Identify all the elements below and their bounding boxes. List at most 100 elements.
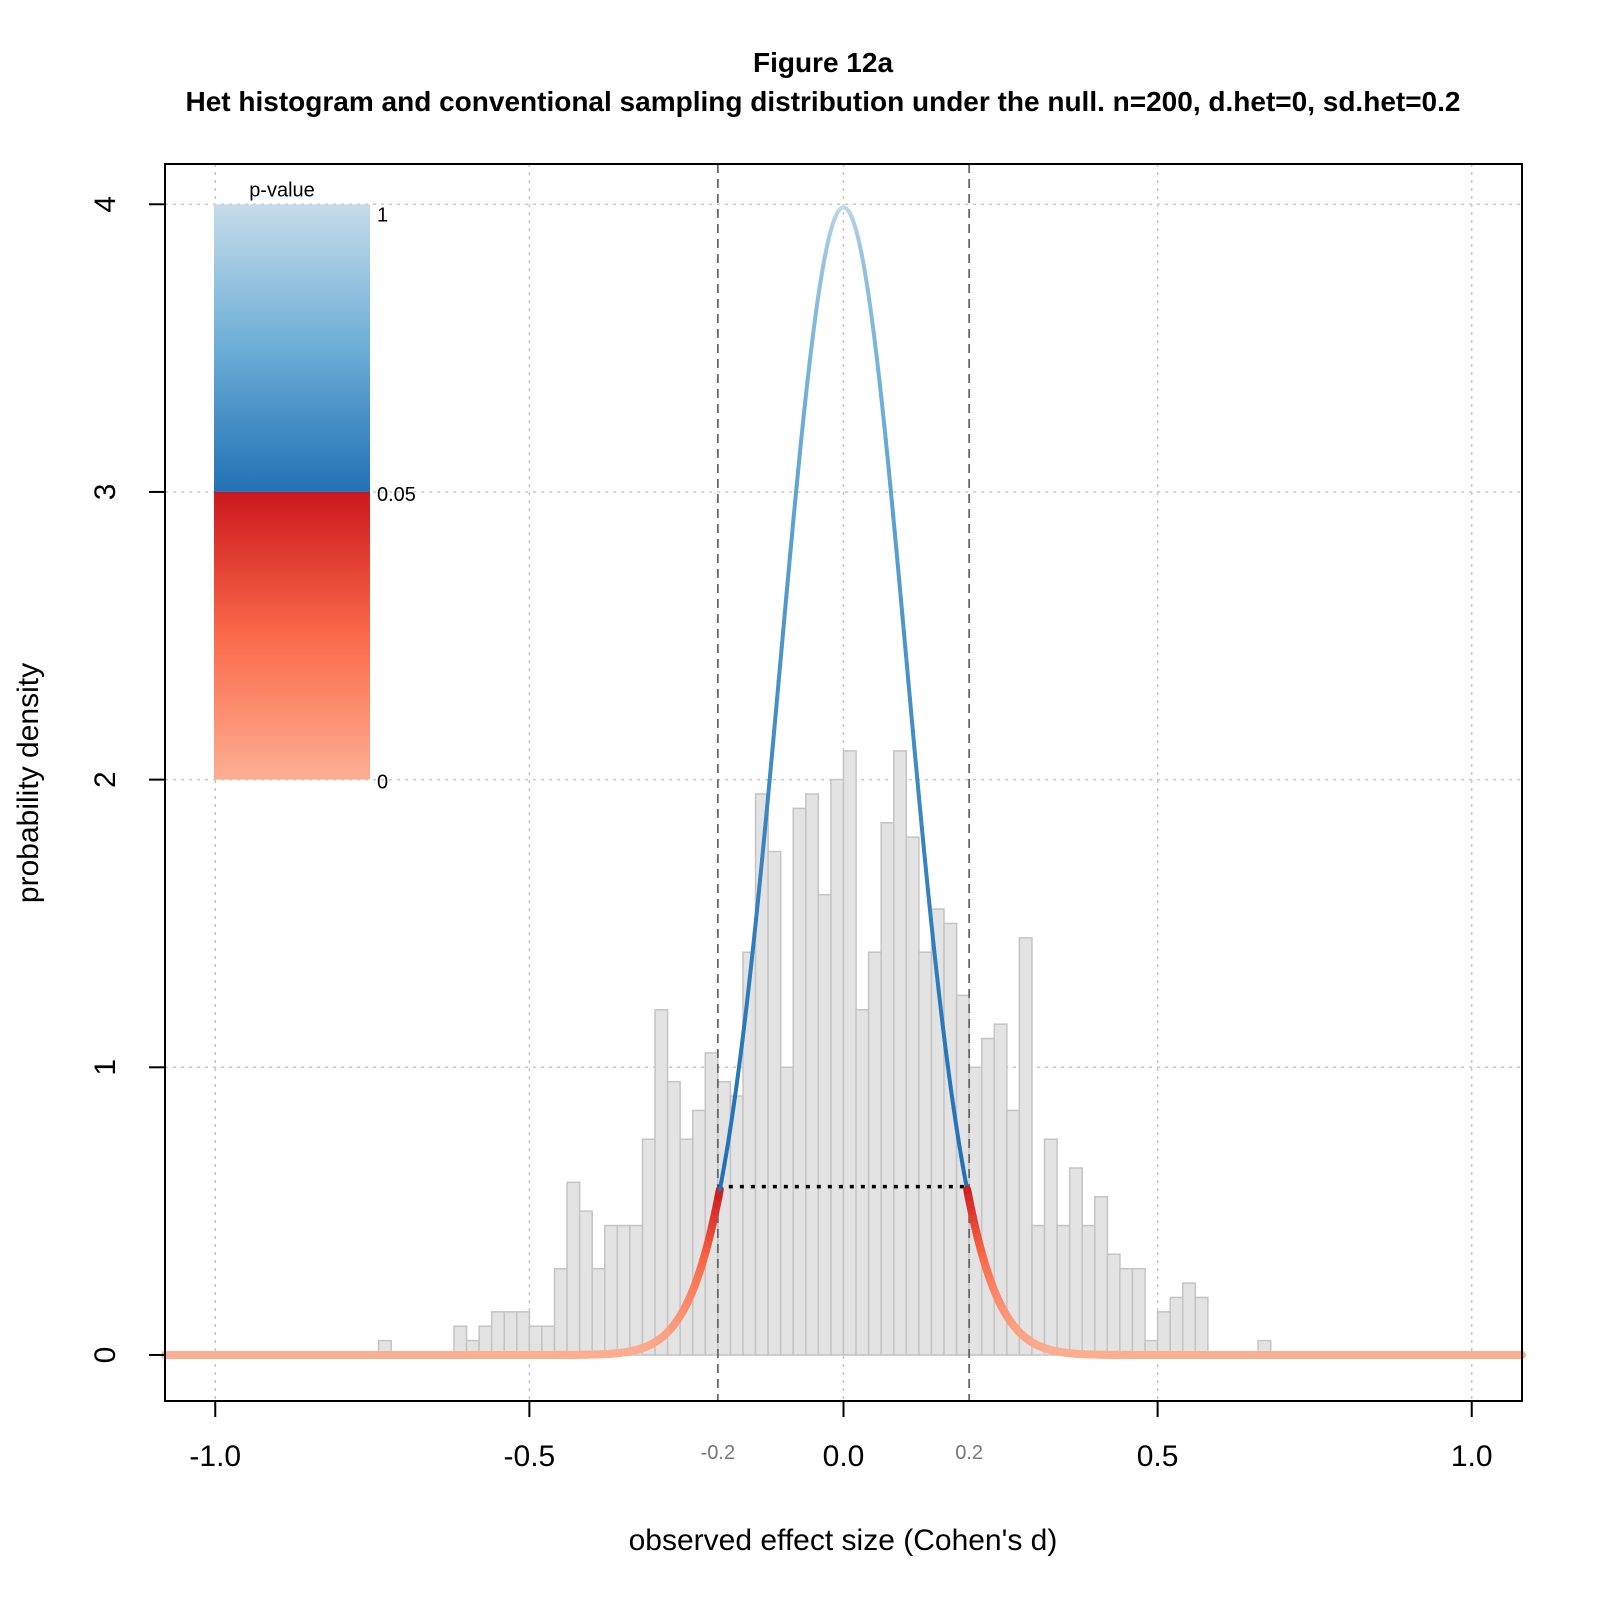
density-curve-segment bbox=[942, 1037, 949, 1054]
density-curve-segment bbox=[928, 917, 935, 936]
x-tick-label: 0.5 bbox=[1137, 1440, 1179, 1473]
density-curve-segment bbox=[775, 679, 781, 700]
histogram-bar bbox=[1119, 1267, 1134, 1356]
density-curve-segment bbox=[809, 330, 816, 347]
density-curve-segment bbox=[873, 342, 879, 359]
histogram-bar bbox=[855, 1009, 870, 1356]
density-curve-segment bbox=[922, 857, 929, 877]
histogram-bar bbox=[553, 1267, 568, 1356]
histogram-bar bbox=[867, 951, 882, 1356]
histogram-bar bbox=[792, 807, 807, 1356]
density-curve-segment bbox=[773, 695, 780, 717]
histogram-bar bbox=[1194, 1296, 1209, 1356]
density-curve-segment bbox=[776, 662, 783, 684]
histogram-bar bbox=[842, 750, 857, 1356]
density-curve-segment bbox=[808, 342, 814, 359]
density-curve-segment bbox=[915, 778, 921, 799]
histogram-bar bbox=[805, 793, 820, 1356]
density-curve-segment bbox=[885, 452, 891, 472]
density-curve-segment bbox=[741, 1013, 748, 1030]
histogram-bar bbox=[691, 1109, 707, 1356]
density-curve-segment bbox=[910, 729, 917, 750]
density-curve-segment bbox=[906, 679, 912, 700]
histogram bbox=[377, 750, 1272, 1356]
density-curve-segment bbox=[936, 987, 942, 1005]
density-curve-segment bbox=[784, 579, 790, 600]
histogram-bar bbox=[541, 1325, 556, 1356]
histogram-bar bbox=[717, 1080, 732, 1356]
density-curve-segment bbox=[903, 645, 909, 667]
density-curve-segment bbox=[909, 712, 915, 734]
density-curve-segment bbox=[794, 467, 801, 487]
density-curve-segment bbox=[785, 562, 792, 584]
density-curve-segment bbox=[797, 437, 804, 457]
legend: p-value 1 0.05 0 bbox=[214, 179, 416, 794]
histogram-bar bbox=[767, 850, 782, 1356]
density-curve-segment bbox=[901, 629, 908, 650]
density-curve-segment bbox=[746, 973, 753, 992]
x-axis: -1.0 -0.5 0.0 0.5 1.0 bbox=[189, 1400, 1493, 1473]
histogram-bar bbox=[591, 1267, 606, 1356]
density-curve-segment bbox=[788, 530, 795, 551]
density-curve-segment bbox=[937, 1000, 944, 1018]
density-curve-segment bbox=[880, 408, 887, 427]
density-curve-segment bbox=[894, 546, 900, 567]
histogram-bar bbox=[578, 1210, 593, 1356]
density-curve-segment bbox=[921, 841, 927, 862]
density-curve-segment bbox=[879, 394, 885, 413]
density-curve-segment bbox=[934, 973, 941, 992]
histogram-bar bbox=[604, 1224, 619, 1356]
legend-blue-bar bbox=[214, 204, 370, 492]
density-curve-segment bbox=[913, 761, 920, 783]
histogram-bar bbox=[1081, 1224, 1096, 1356]
density-curve-segment bbox=[916, 794, 923, 815]
y-axis-label: probability density bbox=[12, 663, 45, 903]
histogram-bar bbox=[1106, 1253, 1121, 1356]
density-curve bbox=[161, 205, 1526, 1359]
histogram-bar bbox=[528, 1325, 543, 1356]
histogram-bar bbox=[1169, 1296, 1184, 1356]
density-curve-segment bbox=[924, 872, 930, 892]
density-curve-segment bbox=[876, 367, 882, 385]
x-tick-label: 1.0 bbox=[1451, 1440, 1493, 1473]
density-curve-segment bbox=[772, 712, 778, 734]
histogram-bar bbox=[1156, 1311, 1171, 1356]
legend-label: 0.05 bbox=[377, 484, 416, 506]
density-curve-segment bbox=[931, 946, 938, 964]
critical-value-label: 0.2 bbox=[955, 1442, 983, 1464]
histogram-bar bbox=[654, 1009, 669, 1356]
density-curve-segment bbox=[898, 595, 905, 617]
density-curve-segment bbox=[791, 498, 798, 519]
histogram-bar bbox=[478, 1325, 493, 1356]
histogram-bar bbox=[1031, 1224, 1046, 1356]
density-curve-segment bbox=[927, 902, 933, 922]
histogram-bar bbox=[679, 1138, 694, 1356]
histogram-bar bbox=[943, 922, 958, 1356]
y-tick-label: 2 bbox=[89, 771, 122, 788]
density-curve-segment bbox=[738, 1037, 745, 1054]
density-curve-segment bbox=[806, 354, 813, 372]
histogram-bar bbox=[729, 1095, 744, 1356]
chart-subtitle: Het histogram and conventional sampling … bbox=[186, 86, 1461, 117]
x-tick-label: -1.0 bbox=[189, 1440, 241, 1473]
density-curve-segment bbox=[918, 810, 924, 831]
critical-lines: -0.2 0.2 bbox=[701, 164, 983, 1464]
density-curve-segment bbox=[755, 887, 762, 907]
density-curve-segment bbox=[907, 695, 914, 717]
x-tick-label: 0.0 bbox=[823, 1440, 865, 1473]
density-curve-segment bbox=[871, 330, 878, 347]
density-curve-segment bbox=[930, 931, 936, 951]
histogram-bar bbox=[1068, 1167, 1083, 1356]
histogram-bar bbox=[830, 778, 845, 1356]
critical-value-label: -0.2 bbox=[701, 1442, 735, 1464]
density-curve-segment bbox=[779, 629, 786, 650]
histogram-bar bbox=[1182, 1282, 1197, 1356]
density-curve-segment bbox=[745, 987, 751, 1005]
density-curve-segment bbox=[897, 579, 903, 600]
density-curve-segment bbox=[883, 437, 890, 457]
histogram-bar bbox=[905, 836, 920, 1356]
histogram-bar bbox=[918, 951, 933, 1356]
density-curve-segment bbox=[904, 662, 911, 684]
density-curve-segment bbox=[900, 612, 906, 634]
density-curve-segment bbox=[781, 612, 787, 634]
